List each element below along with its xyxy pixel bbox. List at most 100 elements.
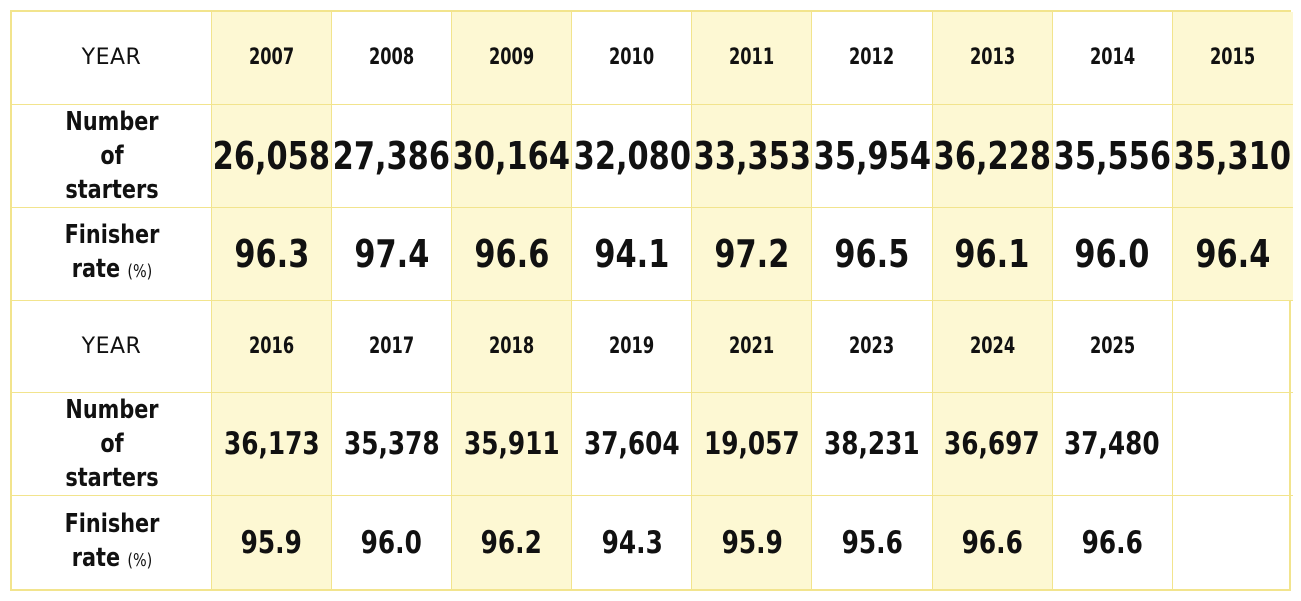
starters-cell bbox=[1172, 393, 1293, 497]
year-cell: 2018 bbox=[452, 300, 573, 394]
year-value: 2017 bbox=[369, 333, 415, 359]
finisher-cell: 96.1 bbox=[932, 207, 1053, 301]
finisher-unit-label: (%) bbox=[126, 261, 152, 283]
finisher-rate-value: 94.1 bbox=[594, 231, 670, 276]
year-row-label: YEAR bbox=[12, 12, 212, 105]
starters-value: 36,228 bbox=[933, 133, 1051, 178]
finisher-cell: 96.0 bbox=[1052, 207, 1173, 301]
finisher-rate-value: 96.2 bbox=[481, 524, 543, 561]
starters-value: 35,310 bbox=[1174, 133, 1292, 178]
finisher-row-label: Finisher rate (%) bbox=[12, 207, 212, 301]
year-cell: 2023 bbox=[812, 300, 933, 394]
year-cell: 2009 bbox=[452, 12, 573, 105]
year-value: 2008 bbox=[369, 45, 415, 71]
year-cell: 2012 bbox=[812, 12, 933, 105]
finisher-rate-value: 96.3 bbox=[234, 231, 310, 276]
finisher-rate-value: 95.9 bbox=[240, 524, 303, 561]
year-cell bbox=[1172, 301, 1293, 394]
finisher-row-label: Finisher rate (%) bbox=[12, 496, 212, 589]
year-cell: 2007 bbox=[212, 12, 333, 105]
year-cell: 2014 bbox=[1052, 12, 1173, 105]
starters-value: 19,057 bbox=[704, 426, 800, 463]
year-value: 2018 bbox=[489, 333, 535, 359]
starters-row-label-text: Number of starters bbox=[64, 395, 159, 494]
finisher-rate-value: 96.6 bbox=[961, 524, 1023, 561]
year-value: 2021 bbox=[729, 333, 775, 359]
starters-row-label-text: Number of starters bbox=[64, 106, 159, 205]
starters-cell: 26,058 bbox=[212, 104, 333, 208]
finisher-rate-value: 94.3 bbox=[601, 524, 663, 561]
finisher-rate-value: 96.5 bbox=[834, 231, 910, 276]
finisher-cell: 96.6 bbox=[932, 496, 1053, 589]
finisher-cell: 97.4 bbox=[332, 207, 453, 301]
year-cell: 2016 bbox=[212, 300, 333, 394]
finisher-cell bbox=[1173, 496, 1293, 589]
starters-value: 37,604 bbox=[583, 426, 680, 463]
starters-value: 33,353 bbox=[693, 133, 811, 178]
finisher-cell: 96.0 bbox=[332, 496, 453, 589]
finisher-cell: 95.6 bbox=[812, 496, 933, 589]
finisher-rate-value: 95.6 bbox=[841, 524, 903, 561]
year-cell: 2021 bbox=[692, 300, 813, 394]
finisher-cell: 97.2 bbox=[692, 207, 813, 301]
starters-value: 36,697 bbox=[944, 426, 1040, 463]
finisher-rate-value: 96.1 bbox=[954, 231, 1030, 276]
starters-cell: 36,697 bbox=[932, 393, 1053, 497]
starters-row-label: Number of starters bbox=[12, 393, 212, 497]
starters-value: 27,386 bbox=[332, 133, 451, 178]
finisher-row-label-text: Finisher rate bbox=[64, 509, 159, 574]
starters-cell: 19,057 bbox=[692, 393, 813, 497]
year-value: 2025 bbox=[1089, 333, 1135, 359]
starters-cell: 30,164 bbox=[452, 104, 573, 208]
starters-cell: 32,080 bbox=[572, 104, 693, 208]
year-value: 2024 bbox=[969, 333, 1015, 359]
starters-cell: 36,228 bbox=[932, 104, 1053, 208]
year-value: 2012 bbox=[849, 45, 895, 71]
starters-cell: 35,954 bbox=[812, 104, 933, 208]
finisher-rate-value: 97.4 bbox=[354, 231, 430, 276]
year-row-label: YEAR bbox=[12, 300, 212, 394]
finisher-rate-value: 96.0 bbox=[361, 524, 423, 561]
year-cell: 2025 bbox=[1052, 300, 1173, 394]
finisher-cell: 96.6 bbox=[452, 207, 573, 301]
starters-value: 35,556 bbox=[1053, 133, 1171, 178]
finisher-cell: 95.9 bbox=[212, 496, 333, 589]
starters-cell: 37,480 bbox=[1052, 393, 1173, 497]
year-cell: 2017 bbox=[332, 300, 453, 394]
year-cell: 2019 bbox=[572, 300, 693, 394]
year-cell: 2013 bbox=[932, 12, 1053, 105]
finisher-rate-value: 96.6 bbox=[1081, 524, 1143, 561]
year-value: 2010 bbox=[609, 45, 655, 71]
starters-cell: 37,604 bbox=[572, 393, 693, 497]
starters-cell: 35,911 bbox=[452, 393, 573, 497]
finisher-cell: 96.6 bbox=[1053, 496, 1173, 589]
starters-value: 26,058 bbox=[212, 133, 331, 178]
finisher-cell: 96.3 bbox=[212, 207, 333, 301]
starters-cell: 36,173 bbox=[212, 393, 333, 497]
finisher-cell: 96.4 bbox=[1172, 207, 1293, 301]
stats-table: YEAR 2007 2008 2009 2010 2011 2012 2013 2014 2015… bbox=[10, 10, 1293, 591]
year-value: 2019 bbox=[609, 333, 655, 359]
year-value: 2013 bbox=[969, 45, 1015, 71]
finisher-cell: 96.2 bbox=[452, 496, 573, 589]
starters-value: 38,231 bbox=[824, 426, 920, 463]
year-value: 2009 bbox=[489, 45, 535, 71]
year-value: 2023 bbox=[849, 333, 895, 359]
year-cell: 2010 bbox=[572, 12, 693, 105]
starters-value: 30,164 bbox=[453, 133, 571, 178]
year-value: 2011 bbox=[729, 45, 775, 71]
year-header-label: YEAR bbox=[81, 333, 142, 359]
year-cell: 2008 bbox=[332, 12, 453, 105]
finisher-unit-label: (%) bbox=[126, 550, 152, 572]
year-cell: 2024 bbox=[932, 300, 1053, 394]
starters-value: 37,480 bbox=[1064, 426, 1161, 463]
finisher-rate-value: 96.0 bbox=[1074, 231, 1150, 276]
starters-value: 36,173 bbox=[223, 426, 320, 463]
starters-cell: 38,231 bbox=[812, 393, 933, 497]
finisher-cell: 94.1 bbox=[572, 207, 693, 301]
starters-cell: 33,353 bbox=[692, 104, 813, 208]
starters-cell: 27,386 bbox=[332, 104, 453, 208]
starters-cell: 35,556 bbox=[1052, 104, 1173, 208]
starters-cell: 35,310 bbox=[1172, 104, 1293, 208]
year-header-label: YEAR bbox=[81, 45, 142, 71]
